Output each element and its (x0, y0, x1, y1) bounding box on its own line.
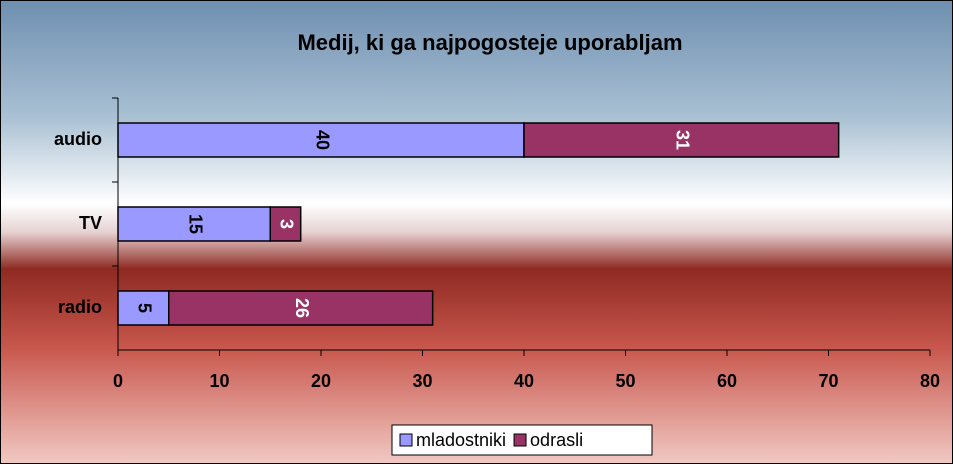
x-tick-label: 80 (920, 371, 940, 391)
y-tick-label: TV (79, 213, 102, 233)
legend-swatch (513, 433, 527, 447)
x-tick-label: 0 (113, 371, 123, 391)
data-label: 3 (277, 219, 297, 229)
x-tick-label: 20 (311, 371, 331, 391)
bar (269, 206, 302, 242)
data-label: 26 (292, 298, 312, 318)
legend-label: odrasli (530, 430, 583, 450)
bar (117, 290, 170, 326)
x-tick-label: 70 (818, 371, 838, 391)
x-tick-label: 40 (514, 371, 534, 391)
data-label: 31 (673, 130, 693, 150)
x-tick-label: 60 (717, 371, 737, 391)
x-tick-label: 10 (209, 371, 229, 391)
bar (117, 122, 525, 158)
bar (523, 122, 840, 158)
data-label: 40 (312, 130, 332, 150)
y-tick-label: radio (58, 297, 102, 317)
legend-swatch (399, 433, 413, 447)
data-label: 15 (185, 214, 205, 234)
chart-title: Medij, ki ga najpogosteje uporabljam (297, 30, 682, 55)
x-tick-label: 30 (412, 371, 432, 391)
x-tick-label: 50 (615, 371, 635, 391)
y-tick-label: audio (54, 129, 102, 149)
bar (117, 206, 271, 242)
bar (168, 290, 434, 326)
legend-label: mladostniki (416, 430, 506, 450)
data-label: 5 (135, 303, 155, 313)
